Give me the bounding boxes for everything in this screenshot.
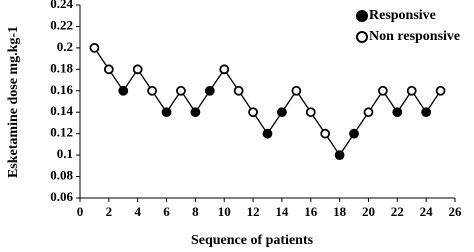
- x-tick-label: 2: [106, 204, 113, 219]
- point: [291, 85, 302, 96]
- point: [392, 107, 403, 118]
- y-tick-label: 0.14: [50, 103, 73, 118]
- point: [334, 150, 345, 161]
- point: [435, 85, 446, 96]
- point: [204, 85, 215, 96]
- x-tick-label: 20: [362, 204, 375, 219]
- point: [89, 42, 100, 53]
- x-tick-label: 10: [218, 204, 231, 219]
- legend-label: Responsive: [369, 8, 436, 23]
- point: [406, 85, 417, 96]
- x-tick-label: 4: [134, 204, 141, 219]
- x-tick-label: 14: [275, 204, 289, 219]
- y-tick-label: 0.1: [57, 146, 73, 161]
- y-tick-label: 0.16: [50, 82, 73, 97]
- y-tick-label: 0.2: [57, 39, 73, 54]
- point: [320, 128, 331, 139]
- legend-marker: [356, 10, 368, 22]
- y-axis-label: Esketamine dose mg.kg-1: [6, 26, 21, 178]
- point: [377, 85, 388, 96]
- x-tick-label: 8: [192, 204, 199, 219]
- point: [421, 107, 432, 118]
- y-tick-label: 0.24: [50, 0, 73, 11]
- point: [277, 107, 287, 118]
- legend-label: Non responsive: [369, 29, 460, 44]
- y-tick-label: 0.06: [50, 189, 73, 204]
- point: [118, 85, 129, 96]
- point: [262, 128, 273, 139]
- point: [132, 64, 143, 75]
- x-tick-label: 18: [333, 204, 347, 219]
- x-tick-label: 12: [247, 204, 260, 219]
- x-tick-label: 0: [77, 204, 84, 219]
- point: [305, 107, 316, 118]
- point: [233, 85, 244, 96]
- point: [248, 107, 258, 118]
- x-tick-label: 16: [304, 204, 318, 219]
- x-tick-label: 24: [420, 204, 434, 219]
- x-axis-label: Sequence of patients: [191, 233, 314, 248]
- point: [219, 64, 230, 75]
- point: [147, 85, 158, 96]
- point: [363, 107, 374, 118]
- x-tick-label: 26: [449, 204, 463, 219]
- point: [161, 107, 172, 118]
- y-tick-label: 0.08: [50, 168, 73, 183]
- y-tick-label: 0.18: [50, 60, 73, 75]
- x-tick-label: 6: [163, 204, 170, 219]
- point: [176, 85, 186, 96]
- y-tick-label: 0.12: [50, 125, 73, 140]
- point: [349, 128, 359, 139]
- point: [103, 64, 114, 75]
- point: [190, 107, 201, 118]
- legend-marker: [356, 31, 368, 43]
- y-tick-label: 0.22: [50, 17, 73, 32]
- x-tick-label: 22: [391, 204, 404, 219]
